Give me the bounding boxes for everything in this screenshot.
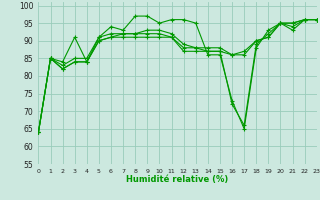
X-axis label: Humidité relative (%): Humidité relative (%) [126,175,229,184]
